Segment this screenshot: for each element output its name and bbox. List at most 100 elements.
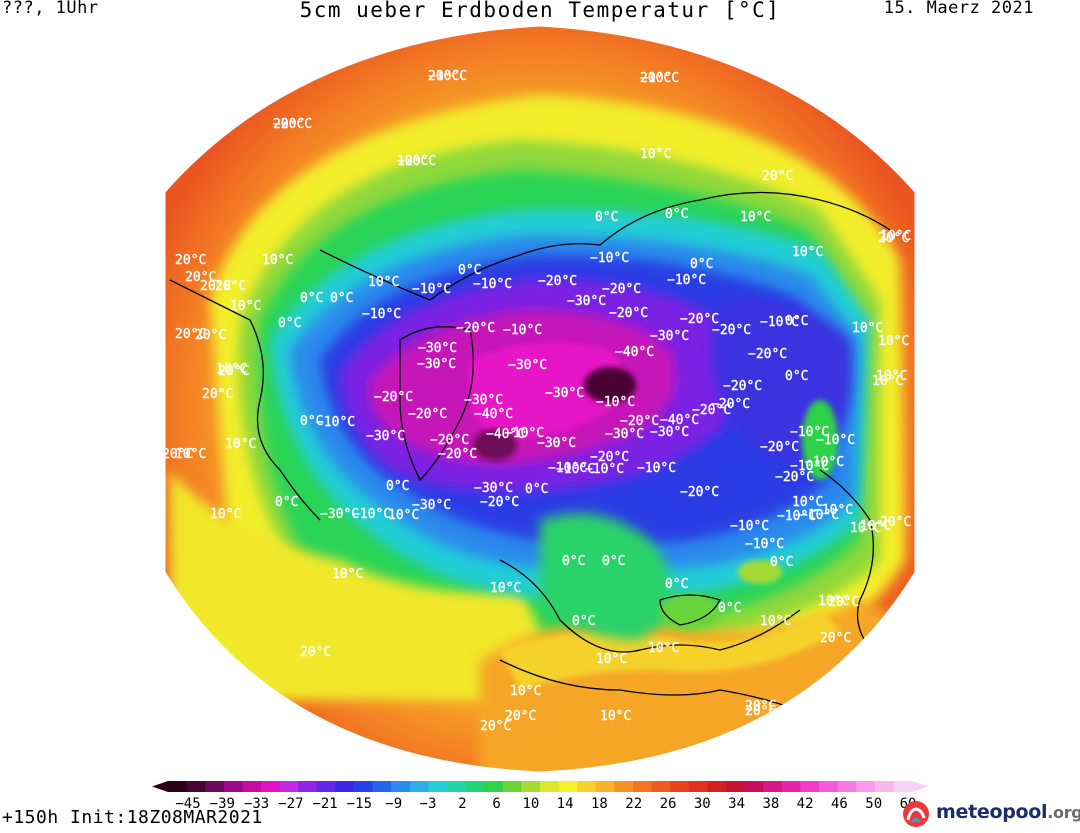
legend-tick-label: 6: [492, 796, 500, 812]
legend-swatch: [688, 781, 708, 792]
contour-label: −10°C: [790, 425, 829, 440]
meteopool-logo[interactable]: meteopool.org: [902, 799, 1080, 831]
contour-label: −20°C: [456, 321, 495, 336]
contour-label: −20°C: [692, 403, 731, 418]
coastline-north: [319, 191, 891, 301]
contour-label: 20°C: [200, 279, 231, 294]
logo-text: meteopool.org: [936, 801, 1080, 823]
contour-label: −30°C: [567, 294, 606, 309]
contour-label: 10°C: [600, 709, 631, 724]
legend-swatch: [670, 781, 690, 792]
contour-label: −40°C: [660, 413, 699, 428]
contour-label: 20°C: [762, 169, 793, 184]
contour-label: −10°C: [777, 509, 816, 524]
legend-swatch: [893, 781, 913, 792]
legend-tick-label: −3: [420, 796, 437, 812]
legend-swatch: [484, 781, 504, 792]
contour-label: −10°C: [596, 395, 635, 410]
contour-label: 0°C: [595, 210, 618, 225]
contour-label: 10°C: [216, 362, 247, 377]
legend-swatch: [856, 781, 876, 792]
legend-tick-label: 22: [625, 796, 642, 812]
contour-label: 0°C: [278, 316, 301, 331]
contour-label: 0°C: [330, 291, 353, 306]
contour-label: 10°C: [368, 275, 399, 290]
legend-swatch: [316, 781, 336, 792]
contour-label: −10°C: [585, 462, 624, 477]
contour-label: 10°C: [648, 641, 679, 656]
model-run-footer: +150h Init:18Z08MAR2021: [2, 807, 263, 828]
coastline-america: [169, 279, 321, 521]
contour-label: −20°C: [723, 379, 762, 394]
contour-label: −20°C: [590, 450, 629, 465]
contour-label: −20°C: [480, 495, 519, 510]
contour-labels: 20°C 20°C20°C10°C 10°C20°C10°C20°C20°C20°C…: [162, 69, 912, 734]
contour-label: −10°C: [640, 71, 679, 86]
legend-swatch: [800, 781, 820, 792]
legend-tick-label: 18: [591, 796, 608, 812]
contour-label: 0°C: [300, 291, 323, 306]
contour-label: 20°C: [428, 69, 459, 84]
contour-label: −20°C: [538, 274, 577, 289]
contour-label: −10°C: [816, 433, 855, 448]
contour-label: 20°C: [202, 387, 233, 402]
contour-label: 10°C: [760, 614, 791, 629]
legend-tick-label: −27: [278, 796, 303, 812]
contour-label: 0°C: [785, 314, 808, 329]
contour-label: −20°C: [609, 306, 648, 321]
legend-swatch: [354, 781, 374, 792]
legend-tick-label: −15: [347, 796, 372, 812]
contour-label: −30°C: [418, 341, 457, 356]
contour-label: 20°C: [745, 704, 776, 719]
contour-label: −20°C: [711, 397, 750, 412]
contour-label: −30°C: [650, 425, 689, 440]
contour-label: −20°C: [680, 485, 719, 500]
legend-tick-label: 42: [797, 796, 814, 812]
legend-swatch: [874, 781, 894, 792]
legend-swatch: [614, 781, 634, 792]
legend-swatch: [223, 781, 243, 792]
contour-label: 10°C: [397, 154, 428, 169]
legend-swatch: [781, 781, 801, 792]
contour-label: 20°C: [480, 719, 511, 734]
contour-label: −10°C: [412, 282, 451, 297]
contour-label: −10°C: [800, 508, 839, 523]
legend-tick-label: 46: [831, 796, 848, 812]
legend-swatch: [372, 781, 392, 792]
zone-minus33c: [468, 342, 625, 440]
contour-label: −10°C: [503, 323, 542, 338]
run-time-label: ???, 1Uhr: [2, 0, 99, 18]
contour-label: −20°C: [273, 117, 312, 132]
contour-label: −20°C: [748, 347, 787, 362]
contour-label: −40°C: [474, 407, 513, 422]
contour-label: −10°C: [637, 461, 676, 476]
coastline-black-sea: [659, 594, 721, 626]
contour-label: 10°C: [490, 581, 521, 596]
contour-label: −10°C: [730, 519, 769, 534]
cold-core-east: [584, 367, 636, 403]
contour-label: −20°C: [680, 312, 719, 327]
contour-label: 20°C: [505, 709, 536, 724]
legend-swatch: [502, 781, 522, 792]
contour-label: 10°C: [740, 210, 771, 225]
legend-swatch: [763, 781, 783, 792]
contour-label: 20°C: [218, 364, 249, 379]
contour-label: 10°C: [388, 508, 419, 523]
contour-label: 10°C: [878, 334, 909, 349]
legend-tick-label: 26: [660, 796, 677, 812]
contour-label: −30°C: [605, 427, 644, 442]
contour-label: −20°C: [397, 154, 436, 169]
contour-label: 0°C: [572, 614, 595, 629]
map-boundary: [164, 25, 916, 773]
contour-label: −10°C: [548, 461, 587, 476]
contour-label: 10°C: [332, 567, 363, 582]
contour-label: 10°C: [175, 447, 206, 462]
contour-label: −10°C: [556, 462, 595, 477]
map-title: 5cm ueber Erdboden Temperatur [°C]: [299, 0, 781, 22]
contour-label: 20°C: [300, 645, 331, 660]
legend-swatch: [335, 781, 355, 792]
legend-tick-label: −21: [312, 796, 337, 812]
contour-label: 0°C: [690, 257, 713, 272]
legend-tick-label: 10: [522, 796, 539, 812]
